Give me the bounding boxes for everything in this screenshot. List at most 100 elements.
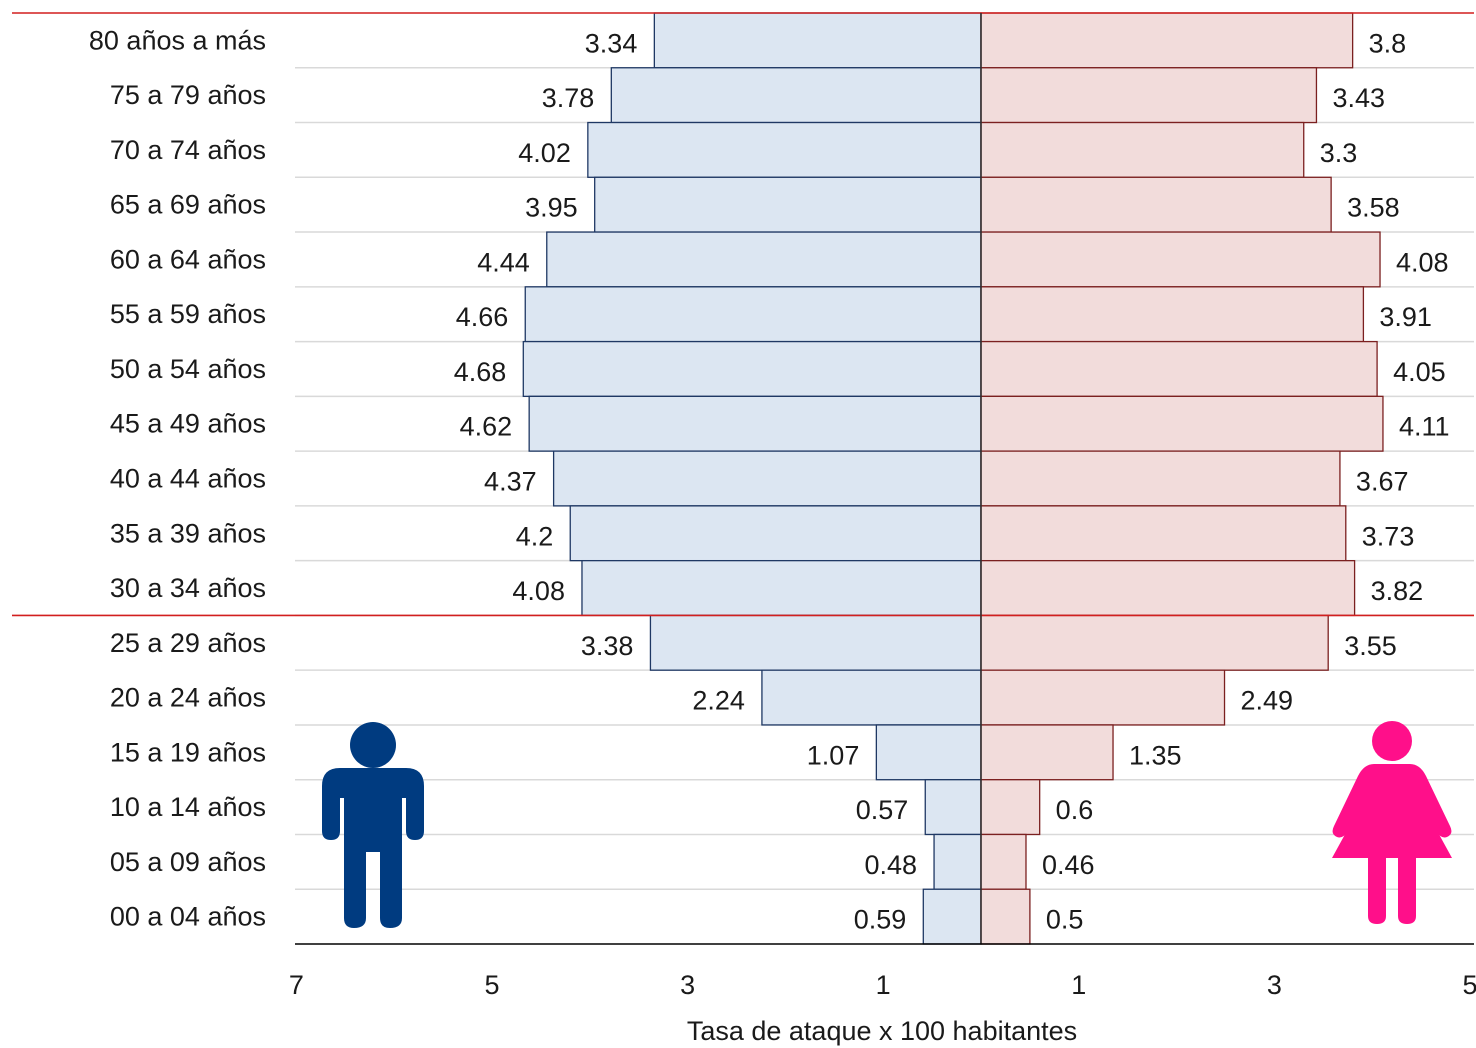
bar-right [980,614,1329,671]
value-label-left: 4.66 [456,302,509,332]
value-label-right: 3.67 [1356,467,1409,497]
value-label-right: 0.46 [1042,850,1095,880]
bar-left [528,395,982,452]
value-label-left: 4.68 [454,357,507,387]
value-label-right: 3.8 [1369,28,1407,58]
bar-left [569,505,982,562]
x-tick-label: 1 [876,970,891,1000]
value-label-left: 3.38 [581,631,634,661]
category-label: 40 a 44 años [110,464,266,494]
category-label: 20 a 24 años [110,683,266,713]
bar-right [980,286,1365,343]
category-label: 05 a 09 años [110,847,266,877]
bar-right [980,176,1332,233]
bar-right [980,724,1114,781]
bar-left [649,614,982,671]
value-label-right: 4.08 [1396,247,1449,277]
category-label: 25 a 29 años [110,628,266,658]
category-label: 50 a 54 años [110,354,266,384]
category-label: 75 a 79 años [110,80,266,110]
value-label-right: 3.73 [1362,521,1415,551]
value-label-right: 3.82 [1371,576,1424,606]
axes [295,13,1474,945]
value-label-left: 4.2 [516,521,554,551]
category-label: 55 a 59 años [110,299,266,329]
value-label-right: 3.55 [1344,631,1397,661]
value-label-left: 2.24 [692,686,745,716]
category-label: 00 a 04 años [110,902,266,932]
value-label-right: 0.6 [1056,795,1094,825]
bar-right [980,12,1354,69]
bar-left [546,231,982,288]
category-label: 10 a 14 años [110,792,266,822]
bar-left [610,67,982,124]
value-label-left: 4.62 [460,412,513,442]
x-tick-label: 5 [1462,970,1476,1000]
bar-right [980,231,1381,288]
bar-left [933,833,982,890]
value-label-right: 0.5 [1046,905,1084,935]
tick-labels: 7 5 3 1 1 3 5 [289,970,1476,1000]
value-label-right: 4.11 [1399,412,1450,442]
bar-right [980,833,1027,890]
category-label: 60 a 64 años [110,244,266,274]
value-label-right: 3.3 [1320,138,1358,168]
value-label-right: 4.05 [1393,357,1446,387]
x-axis-title: Tasa de ataque x 100 habitantes [687,1016,1077,1046]
category-label: 30 a 34 años [110,573,266,603]
bar-right [980,669,1226,726]
value-label-left: 3.78 [542,83,595,113]
bar-left [524,286,982,343]
value-label-left: 4.08 [512,576,565,606]
bar-right [980,67,1318,124]
highlight-lines [12,12,1474,617]
bars [522,12,1384,945]
value-label-left: 4.44 [477,247,530,277]
value-label-right: 2.49 [1241,686,1294,716]
category-label: 65 a 69 años [110,190,266,220]
female-icon [1332,721,1452,924]
bar-right [980,450,1341,507]
value-label-left: 0.59 [854,905,907,935]
value-label-left: 4.37 [484,467,537,497]
x-tick-label: 7 [289,970,304,1000]
male-icon [322,722,424,928]
value-label-left: 3.34 [585,28,638,58]
category-label: 45 a 49 años [110,409,266,439]
value-label-left: 4.02 [518,138,571,168]
bar-left [522,340,982,398]
bar-left [761,669,982,726]
value-label-left: 3.95 [525,193,578,223]
value-label-left: 0.57 [856,795,909,825]
category-label: 80 años a más [89,25,266,55]
bar-left [653,12,982,69]
bar-right [980,888,1031,945]
bar-left [594,176,982,233]
category-label: 35 a 39 años [110,518,266,548]
value-label-right: 3.43 [1332,83,1385,113]
value-label-left: 0.48 [864,850,917,880]
bar-left [552,450,982,507]
x-tick-label: 3 [680,970,695,1000]
value-label-right: 3.58 [1347,193,1400,223]
bar-right [980,559,1356,617]
category-labels: 80 años a más 75 a 79 años 70 a 74 años 65 … [89,25,266,931]
bar-left [581,559,982,617]
x-tick-label: 5 [484,970,499,1000]
bar-left [587,121,982,178]
bar-left [922,888,982,945]
bar-right [980,395,1384,452]
value-label-right: 1.35 [1129,740,1182,770]
value-label-right: 3.91 [1379,302,1432,332]
icons [322,721,1452,928]
category-label: 70 a 74 años [110,135,266,165]
bar-left [924,779,982,836]
x-tick-label: 1 [1071,970,1086,1000]
bar-right [980,779,1041,836]
value-labels: 3.34 3.8 3.78 3.43 4.02 3.3 3.95 3.58 4.44 4.08 4.… [454,28,1450,934]
bar-right [980,340,1378,398]
bar-right [980,121,1305,178]
value-label-left: 1.07 [807,740,860,770]
x-tick-label: 3 [1267,970,1282,1000]
